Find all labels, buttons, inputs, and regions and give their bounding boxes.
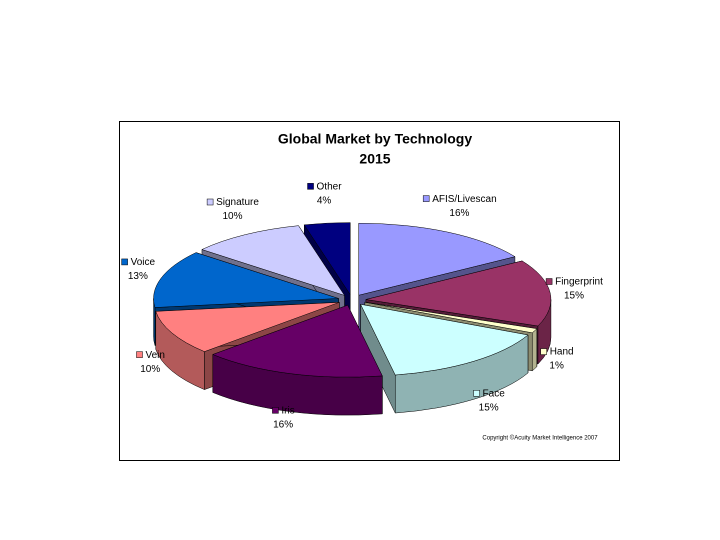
chart-title: Global Market by Technology <box>278 131 472 147</box>
category-label: Vein <box>145 350 164 361</box>
category-label: AFIS/Livescan <box>432 194 496 205</box>
slice-wall <box>531 328 538 372</box>
slice-top <box>360 303 529 376</box>
value-label: 10% <box>223 211 243 222</box>
value-label: 15% <box>479 402 499 413</box>
slice <box>360 303 529 414</box>
legend-swatch <box>121 258 128 266</box>
legend-swatch <box>540 348 547 355</box>
copyright: Copyright ©Acuity Market Intelligence 20… <box>482 435 598 442</box>
slice-top <box>155 302 340 352</box>
slice-top <box>212 304 383 378</box>
value-label: 4% <box>317 195 332 206</box>
category-label: Signature <box>216 197 259 208</box>
legend-swatch <box>473 390 480 397</box>
category-label: Face <box>483 388 506 399</box>
value-label: 1% <box>549 361 564 372</box>
category-label: Other <box>317 181 343 192</box>
category-label: Voice <box>131 257 156 268</box>
slice-top <box>153 252 339 308</box>
slice <box>212 304 383 416</box>
value-label: 15% <box>564 291 584 302</box>
slice-top <box>358 222 516 296</box>
value-label: 16% <box>273 419 293 430</box>
legend-swatch <box>136 351 143 358</box>
chart-subtitle: 2015 <box>359 151 390 167</box>
slice-top <box>364 301 538 334</box>
legend-swatch <box>545 278 553 285</box>
slice-top <box>303 222 351 296</box>
value-label: 10% <box>140 364 160 375</box>
category-label: Hand <box>550 347 574 358</box>
legend-swatch <box>307 183 314 190</box>
category-label: Iris <box>281 405 294 416</box>
slice-top <box>201 225 346 296</box>
category-label: Fingerprint <box>555 277 603 288</box>
pie <box>153 222 552 416</box>
legend-swatch <box>206 198 214 206</box>
slice-top <box>365 260 552 327</box>
value-label: 13% <box>128 271 148 282</box>
value-label: 16% <box>449 208 469 219</box>
legend-swatch <box>272 407 279 414</box>
legend-swatch <box>422 195 430 202</box>
